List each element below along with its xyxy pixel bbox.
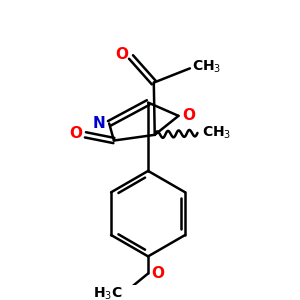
Text: O: O	[182, 108, 195, 123]
Text: CH$_3$: CH$_3$	[192, 58, 222, 75]
Text: O: O	[115, 46, 128, 62]
Text: N: N	[92, 116, 105, 131]
Text: O: O	[69, 126, 82, 141]
Text: CH$_3$: CH$_3$	[202, 125, 231, 141]
Text: H$_3$C: H$_3$C	[93, 285, 123, 300]
Text: O: O	[151, 266, 164, 281]
